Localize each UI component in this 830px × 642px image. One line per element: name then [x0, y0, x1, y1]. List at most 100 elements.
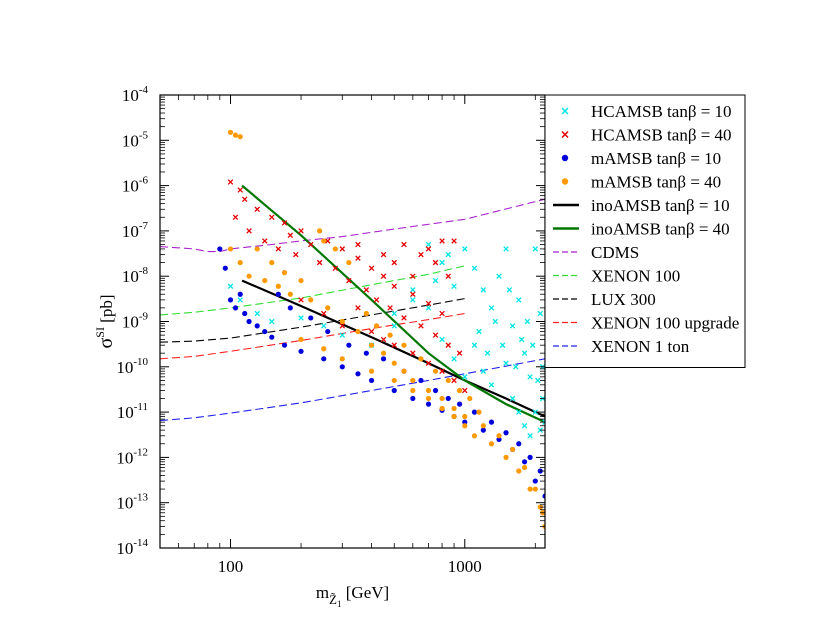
y-tick-label: 10-7: [122, 220, 149, 241]
point-mamsb-tan-40: [332, 246, 338, 252]
x-axis-title-sub2: 1: [337, 599, 342, 609]
point-mamsb-tan-10: [516, 441, 522, 447]
point-hcamsb-tan-40: [324, 238, 331, 244]
point-hcamsb-tan-10: [439, 259, 445, 266]
y-tick-label: 10-6: [122, 175, 149, 196]
point-hcamsb-tan-40: [254, 206, 260, 213]
point-hcamsb-tan-40: [316, 259, 323, 266]
legend-marker: [561, 178, 569, 185]
point-hcamsb-tan-40: [269, 214, 275, 221]
point-mamsb-tan-40: [321, 346, 327, 352]
y-tick-label-base: 10: [122, 222, 139, 241]
point-mamsb-tan-40: [254, 246, 260, 252]
point-mamsb-tan-40: [391, 360, 397, 366]
point-mamsb-tan-40: [368, 342, 375, 348]
point-hcamsb-tan-40: [281, 220, 288, 226]
point-hcamsb-tan-40: [246, 228, 252, 234]
legend-item-inoamsb-tan-40: inoAMSB tanβ = 40: [553, 220, 730, 239]
point-hcamsb-tan-10: [529, 342, 536, 348]
y-tick-label: 10-14: [116, 537, 148, 558]
point-mamsb-tan-40: [363, 310, 369, 317]
point-mamsb-tan-40: [418, 356, 424, 362]
point-mamsb-tan-40: [339, 318, 345, 325]
y-tick-label-base: 10: [122, 177, 139, 196]
y-tick-label-exponent: -4: [139, 84, 149, 96]
point-hcamsb-tan-40: [391, 259, 398, 266]
y-tick-label-exponent: -8: [139, 265, 149, 277]
point-hcamsb-tan-40: [363, 287, 370, 293]
point-hcamsb-tan-10: [532, 246, 539, 252]
point-mamsb-tan-40: [237, 134, 243, 140]
point-hcamsb-tan-10: [391, 310, 398, 317]
point-hcamsb-tan-40: [275, 246, 282, 252]
legend: HCAMSB tanβ = 10 HCAMSB tanβ = 40 mAMSB ta…: [544, 94, 746, 368]
point-mamsb-tan-40: [488, 441, 495, 447]
y-tick-label-base: 10: [116, 494, 133, 513]
point-hcamsb-tan-40: [380, 251, 387, 258]
point-hcamsb-tan-40: [432, 332, 439, 338]
point-hcamsb-tan-10: [269, 318, 275, 325]
legend-item-mamsb-tan-10: mAMSB tanβ = 10: [561, 149, 721, 168]
legend-item-inoamsb-tan-10: inoAMSB tanβ = 10: [553, 196, 730, 215]
point-hcamsb-tan-40: [320, 310, 327, 317]
point-hcamsb-tan-40: [418, 251, 424, 258]
point-mamsb-tan-10: [503, 430, 509, 436]
point-mamsb-tan-10: [308, 315, 314, 321]
point-hcamsb-tan-10: [503, 360, 509, 366]
y-axis-title-unit: [pb]: [97, 294, 116, 327]
point-mamsb-tan-40: [471, 433, 478, 439]
point-hcamsb-tan-10: [410, 297, 416, 303]
point-mamsb-tan-40: [532, 486, 538, 492]
point-mamsb-tan-10: [363, 350, 369, 356]
point-hcamsb-tan-40: [287, 232, 294, 239]
point-mamsb-tan-10: [321, 356, 327, 362]
point-mamsb-tan-10: [275, 291, 281, 297]
y-tick-label-base: 10: [122, 313, 139, 332]
y-tick-label-base: 10: [116, 539, 133, 558]
point-mamsb-tan-40: [401, 342, 407, 348]
point-hcamsb-tan-10: [509, 395, 516, 402]
legend-item-xenon-1-ton: XENON 1 ton: [553, 337, 690, 356]
legend-label: HCAMSB tanβ = 10: [591, 102, 732, 121]
legend-item-cdms: CDMS: [553, 243, 639, 262]
point-hcamsb-tan-40: [410, 350, 416, 356]
point-hcamsb-tan-40: [432, 259, 439, 266]
point-hcamsb-tan-40: [380, 273, 387, 279]
point-hcamsb-tan-40: [401, 315, 407, 321]
legend-box: [544, 94, 746, 368]
y-tick-label-exponent: -6: [139, 175, 149, 187]
point-hcamsb-tan-40: [445, 273, 452, 279]
point-mamsb-tan-40: [232, 132, 239, 138]
point-hcamsb-tan-40: [307, 241, 314, 248]
point-mamsb-tan-10: [456, 401, 463, 407]
line-inoamsb-tan-40: [241, 184, 545, 424]
legend-marker: [561, 130, 569, 139]
point-hcamsb-tan-10: [492, 318, 499, 325]
point-mamsb-tan-40: [275, 283, 281, 289]
point-mamsb-tan-40: [496, 433, 502, 439]
point-hcamsb-tan-40: [261, 238, 268, 244]
legend-label: XENON 100: [591, 267, 680, 286]
legend-item-xenon-100: XENON 100: [553, 267, 680, 286]
point-mamsb-tan-40: [451, 405, 457, 412]
point-hcamsb-tan-40: [410, 291, 416, 297]
point-mamsb-tan-40: [269, 259, 275, 266]
legend-label: CDMS: [591, 243, 639, 262]
point-mamsb-tan-40: [425, 387, 432, 394]
line-xenon-100-upgrade: [160, 312, 465, 360]
point-hcamsb-tan-10: [506, 287, 513, 293]
point-hcamsb-tan-10: [512, 364, 519, 370]
point-hcamsb-tan-40: [439, 368, 445, 374]
point-mamsb-tan-40: [425, 395, 432, 402]
point-mamsb-tan-10: [480, 427, 486, 433]
point-mamsb-tan-10: [471, 409, 478, 415]
point-mamsb-tan-40: [321, 238, 327, 244]
point-hcamsb-tan-40: [373, 297, 380, 303]
point-hcamsb-tan-40: [227, 179, 234, 185]
line-xenon-100: [160, 265, 465, 316]
point-hcamsb-tan-40: [355, 255, 361, 261]
point-hcamsb-tan-40: [293, 251, 299, 258]
point-hcamsb-tan-10: [509, 323, 516, 329]
point-hcamsb-tan-10: [439, 336, 445, 343]
point-mamsb-tan-40: [316, 228, 323, 234]
